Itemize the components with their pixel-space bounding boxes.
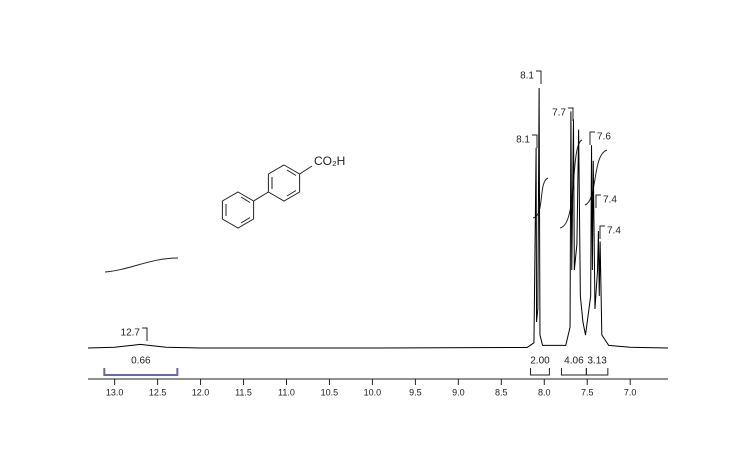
x-tick-label: 8.5 <box>495 387 508 397</box>
integral-bracket <box>530 368 550 376</box>
benzene-ring <box>267 164 301 202</box>
double-bond <box>240 217 251 224</box>
bond <box>299 165 313 175</box>
molecule <box>221 164 313 229</box>
peak-label: 7.4 <box>603 195 617 206</box>
x-tick-label: 11.0 <box>278 387 295 397</box>
bond <box>253 191 269 202</box>
peak-bracket <box>568 107 574 121</box>
x-tick-label: 10.5 <box>321 387 339 397</box>
peak-bracket <box>536 70 542 84</box>
peak-bracket <box>599 225 605 239</box>
peak-label: 7.4 <box>607 226 621 237</box>
double-bond <box>240 196 251 203</box>
peak-bracket <box>589 131 595 145</box>
structure-label: CO₂H <box>314 154 345 168</box>
peak-label: 8.1 <box>520 71 534 82</box>
x-tick-label: 7.0 <box>624 387 637 397</box>
integral-traces <box>104 139 608 273</box>
peak-bracket <box>142 327 148 341</box>
x-tick-label: 8.0 <box>538 387 551 397</box>
integral-trace <box>584 149 608 206</box>
integral-bracket <box>103 368 179 376</box>
double-bond <box>286 190 297 197</box>
x-tick-label: 12.0 <box>192 387 210 397</box>
peak-label: 7.7 <box>552 108 566 119</box>
x-tick-label: 11.5 <box>235 387 252 397</box>
integral-label: 4.06 <box>564 356 584 367</box>
integral-bracket <box>585 368 609 376</box>
x-tick-label: 12.5 <box>149 387 167 397</box>
peak-label: 7.6 <box>597 132 611 143</box>
integral-label: 0.66 <box>131 356 151 367</box>
spectrum-line <box>87 87 669 349</box>
integral-bracket <box>560 368 587 376</box>
x-tick-label: 9.0 <box>452 387 465 397</box>
benzene-ring <box>221 191 255 229</box>
peak-label: 8.1 <box>516 135 530 146</box>
peak-label: 12.7 <box>121 328 141 339</box>
peak-bracket <box>532 134 538 148</box>
integral-label: 3.13 <box>587 356 607 367</box>
x-tick-label: 7.5 <box>581 387 594 397</box>
double-bond <box>286 169 297 176</box>
integral-trace <box>104 257 179 273</box>
peak-bracket <box>595 194 601 208</box>
x-tick-label: 10.0 <box>364 387 382 397</box>
x-tick-label: 9.5 <box>409 387 422 397</box>
integral-label: 2.00 <box>530 356 550 367</box>
x-tick-label: 13.0 <box>106 387 124 397</box>
